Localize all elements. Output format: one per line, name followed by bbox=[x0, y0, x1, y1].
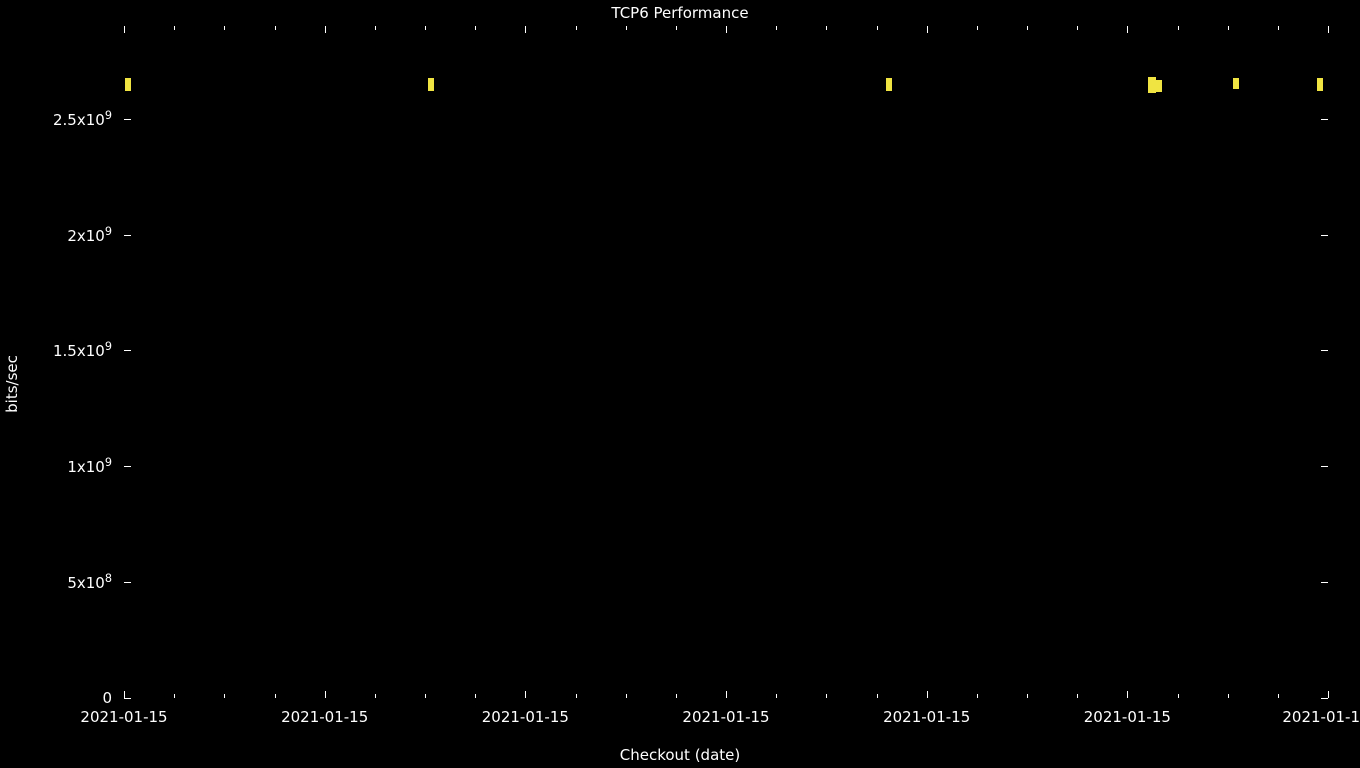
x-minor-tick bbox=[676, 694, 677, 698]
y-tick-mark bbox=[1321, 466, 1328, 467]
x-tick-mark bbox=[726, 26, 727, 33]
x-tick-mark bbox=[1127, 26, 1128, 33]
x-tick-label: 2021-01-15 bbox=[482, 708, 569, 726]
x-minor-tick bbox=[576, 26, 577, 30]
x-tick-mark bbox=[525, 691, 526, 698]
y-tick-label: 5x108 bbox=[67, 572, 112, 592]
x-minor-tick bbox=[224, 694, 225, 698]
x-tick-mark bbox=[1328, 691, 1329, 698]
y-tick-mark bbox=[124, 698, 131, 699]
y-tick-mark bbox=[124, 350, 131, 351]
x-tick-mark bbox=[927, 26, 928, 33]
y-tick-mark bbox=[124, 582, 131, 583]
y-axis-label: bits/sec bbox=[3, 355, 21, 413]
x-minor-tick bbox=[1027, 694, 1028, 698]
x-minor-tick bbox=[224, 26, 225, 30]
x-minor-tick bbox=[425, 694, 426, 698]
x-minor-tick bbox=[776, 26, 777, 30]
x-minor-tick bbox=[1278, 26, 1279, 30]
x-minor-tick bbox=[1077, 694, 1078, 698]
x-minor-tick bbox=[174, 694, 175, 698]
x-minor-tick bbox=[475, 694, 476, 698]
y-tick-mark bbox=[1321, 235, 1328, 236]
y-tick-label: 2.5x109 bbox=[53, 109, 112, 129]
x-minor-tick bbox=[375, 694, 376, 698]
x-tick-mark bbox=[124, 691, 125, 698]
x-tick-mark bbox=[325, 691, 326, 698]
x-minor-tick bbox=[1027, 26, 1028, 30]
x-tick-label: 2021-01-15 bbox=[80, 708, 167, 726]
x-minor-tick bbox=[1077, 26, 1078, 30]
x-minor-tick bbox=[1178, 694, 1179, 698]
y-tick-mark bbox=[1321, 350, 1328, 351]
chart-title: TCP6 Performance bbox=[611, 4, 748, 22]
x-tick-mark bbox=[927, 691, 928, 698]
y-tick-label: 1.5x109 bbox=[53, 340, 112, 360]
x-tick-mark bbox=[726, 691, 727, 698]
x-minor-tick bbox=[626, 694, 627, 698]
data-bar bbox=[1233, 78, 1239, 89]
y-tick-label: 2x109 bbox=[67, 225, 112, 245]
x-minor-tick bbox=[1228, 694, 1229, 698]
y-tick-label: 1x109 bbox=[67, 456, 112, 476]
x-minor-tick bbox=[776, 694, 777, 698]
x-minor-tick bbox=[275, 694, 276, 698]
plot-area bbox=[124, 26, 1328, 698]
x-tick-label: 2021-01-15 bbox=[682, 708, 769, 726]
x-minor-tick bbox=[275, 26, 276, 30]
x-minor-tick bbox=[877, 694, 878, 698]
x-minor-tick bbox=[877, 26, 878, 30]
x-minor-tick bbox=[425, 26, 426, 30]
x-minor-tick bbox=[977, 694, 978, 698]
y-tick-mark bbox=[124, 119, 131, 120]
y-tick-mark bbox=[124, 466, 131, 467]
x-minor-tick bbox=[375, 26, 376, 30]
x-tick-mark bbox=[124, 26, 125, 33]
x-minor-tick bbox=[676, 26, 677, 30]
chart-container: TCP6 Performance bits/sec Checkout (date… bbox=[0, 0, 1360, 768]
x-minor-tick bbox=[1178, 26, 1179, 30]
x-tick-label: 2021-01-15 bbox=[281, 708, 368, 726]
x-minor-tick bbox=[626, 26, 627, 30]
x-tick-label: 2021-01-1 bbox=[1282, 708, 1360, 726]
data-bar bbox=[1317, 78, 1323, 91]
x-tick-mark bbox=[525, 26, 526, 33]
x-minor-tick bbox=[1228, 26, 1229, 30]
data-bar bbox=[1148, 77, 1156, 93]
x-minor-tick bbox=[826, 694, 827, 698]
data-bar bbox=[1156, 80, 1162, 92]
y-tick-mark bbox=[1321, 698, 1328, 699]
data-bar bbox=[125, 78, 131, 91]
data-bar bbox=[428, 78, 434, 91]
x-tick-mark bbox=[1328, 26, 1329, 33]
x-minor-tick bbox=[826, 26, 827, 30]
x-minor-tick bbox=[1278, 694, 1279, 698]
y-tick-mark bbox=[1321, 119, 1328, 120]
x-tick-mark bbox=[325, 26, 326, 33]
x-minor-tick bbox=[576, 694, 577, 698]
y-tick-mark bbox=[124, 235, 131, 236]
x-tick-label: 2021-01-15 bbox=[883, 708, 970, 726]
x-minor-tick bbox=[977, 26, 978, 30]
y-tick-mark bbox=[1321, 582, 1328, 583]
x-axis-label: Checkout (date) bbox=[620, 746, 740, 764]
x-tick-mark bbox=[1127, 691, 1128, 698]
data-bar bbox=[886, 78, 892, 91]
x-minor-tick bbox=[475, 26, 476, 30]
y-tick-label: 0 bbox=[102, 689, 112, 707]
x-minor-tick bbox=[174, 26, 175, 30]
x-tick-label: 2021-01-15 bbox=[1084, 708, 1171, 726]
